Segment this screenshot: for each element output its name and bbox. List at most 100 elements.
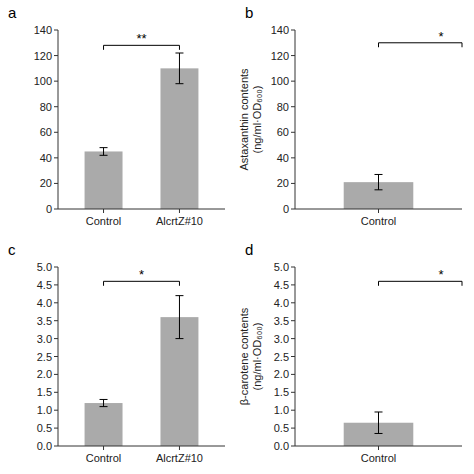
y-tick bbox=[54, 338, 58, 339]
y-tick bbox=[291, 356, 295, 357]
error-stem bbox=[103, 399, 104, 406]
x-tick bbox=[378, 446, 379, 450]
y-tick bbox=[291, 209, 295, 210]
y-tick-label: 120 bbox=[271, 50, 289, 62]
y-axis-label: β-carotene contents(ng/ml·OD₆₀₀) bbox=[238, 307, 263, 405]
y-tick bbox=[291, 446, 295, 447]
bar bbox=[160, 68, 198, 209]
y-tick-label: 1.0 bbox=[37, 404, 52, 416]
y-tick bbox=[291, 410, 295, 411]
y-tick-label: 80 bbox=[277, 101, 289, 113]
panel-label: c bbox=[8, 241, 16, 258]
y-tick-label: 20 bbox=[277, 177, 289, 189]
y-tick bbox=[54, 320, 58, 321]
y-tick-label: 3.5 bbox=[274, 315, 289, 327]
x-tick bbox=[378, 209, 379, 213]
y-tick bbox=[54, 356, 58, 357]
error-bar bbox=[175, 53, 183, 84]
y-tick bbox=[291, 132, 295, 133]
y-tick bbox=[54, 410, 58, 411]
y-tick-label: 60 bbox=[40, 126, 52, 138]
x-tick-label: Control bbox=[86, 215, 121, 227]
y-axis bbox=[58, 30, 59, 209]
y-tick-label: 60 bbox=[277, 126, 289, 138]
marks bbox=[85, 53, 199, 209]
error-cap bbox=[100, 406, 108, 407]
error-cap bbox=[375, 433, 383, 434]
significance-text: * bbox=[439, 267, 444, 282]
y-tick bbox=[54, 374, 58, 375]
y-tick-label: 100 bbox=[271, 75, 289, 87]
error-cap bbox=[100, 399, 108, 400]
panel-label: d bbox=[245, 241, 253, 258]
panel: 0.00.51.01.52.02.53.03.54.04.55.0Control… bbox=[8, 241, 225, 464]
y-tick-label: 0.5 bbox=[274, 422, 289, 434]
bracket-tick bbox=[378, 281, 379, 285]
y-tick-label: 3.5 bbox=[37, 315, 52, 327]
bracket-tick bbox=[179, 281, 180, 285]
x-tick-label: AlcrtZ#10 bbox=[156, 215, 203, 227]
panel: 020406080100120140ControlAlcrtZ#10**a bbox=[8, 4, 225, 227]
significance-bracket bbox=[379, 281, 463, 285]
error-stem bbox=[378, 174, 379, 189]
x-tick bbox=[179, 209, 180, 213]
error-bar bbox=[100, 399, 108, 406]
error-bar bbox=[175, 296, 183, 339]
error-cap bbox=[175, 338, 183, 339]
y-axis-label-line: β-carotene contents bbox=[238, 307, 250, 405]
error-cap bbox=[375, 189, 383, 190]
y-tick-label: 1.5 bbox=[37, 386, 52, 398]
significance-bracket bbox=[379, 43, 463, 47]
x-tick bbox=[179, 446, 180, 450]
y-axis-label-line: (ng/ml·OD₆₀₀) bbox=[251, 323, 263, 391]
error-bar bbox=[375, 174, 383, 189]
significance-text: * bbox=[139, 267, 144, 282]
y-tick-label: 100 bbox=[34, 75, 52, 87]
y-tick-label: 4.5 bbox=[274, 279, 289, 291]
error-stem bbox=[103, 148, 104, 156]
y-tick-label: 0.0 bbox=[37, 440, 52, 452]
y-tick-label: 4.0 bbox=[37, 297, 52, 309]
bracket-bar bbox=[379, 42, 463, 43]
y-tick bbox=[54, 157, 58, 158]
x-tick-label: Control bbox=[86, 452, 121, 464]
error-bar bbox=[100, 148, 108, 156]
y-tick bbox=[54, 132, 58, 133]
y-tick bbox=[54, 267, 58, 268]
y-tick-label: 4.5 bbox=[37, 279, 52, 291]
y-tick bbox=[291, 55, 295, 56]
y-tick bbox=[291, 81, 295, 82]
y-tick-label: 0 bbox=[283, 203, 289, 215]
x-tick-label: AlcrtZ#10 bbox=[156, 452, 203, 464]
x-axis bbox=[58, 446, 225, 447]
panel-label: b bbox=[245, 4, 253, 21]
bracket-tick bbox=[462, 43, 463, 47]
marks bbox=[85, 296, 199, 446]
panel: 0.00.51.01.52.02.53.03.54.04.55.0Control… bbox=[238, 241, 462, 464]
y-tick bbox=[291, 267, 295, 268]
marks bbox=[344, 412, 414, 446]
bracket-tick bbox=[462, 281, 463, 285]
y-tick-label: 120 bbox=[34, 50, 52, 62]
y-tick-label: 2.0 bbox=[274, 368, 289, 380]
y-tick bbox=[54, 209, 58, 210]
y-tick-label: 0.5 bbox=[37, 422, 52, 434]
y-tick-label: 20 bbox=[40, 177, 52, 189]
error-cap bbox=[175, 53, 183, 54]
y-tick bbox=[291, 428, 295, 429]
bracket-tick bbox=[103, 45, 104, 49]
y-tick bbox=[54, 284, 58, 285]
error-stem bbox=[378, 412, 379, 433]
y-axis bbox=[295, 30, 296, 209]
x-tick bbox=[103, 209, 104, 213]
y-tick bbox=[291, 157, 295, 158]
y-tick-label: 2.5 bbox=[274, 351, 289, 363]
panel-label: a bbox=[8, 4, 17, 21]
y-tick-label: 1.5 bbox=[274, 386, 289, 398]
y-tick-label: 40 bbox=[40, 152, 52, 164]
y-tick bbox=[291, 392, 295, 393]
error-cap bbox=[100, 155, 108, 156]
y-tick bbox=[54, 428, 58, 429]
y-axis-label: Astaxanthin contents(ng/ml·OD₆₀₀) bbox=[238, 68, 263, 171]
y-tick-label: 0 bbox=[46, 203, 52, 215]
